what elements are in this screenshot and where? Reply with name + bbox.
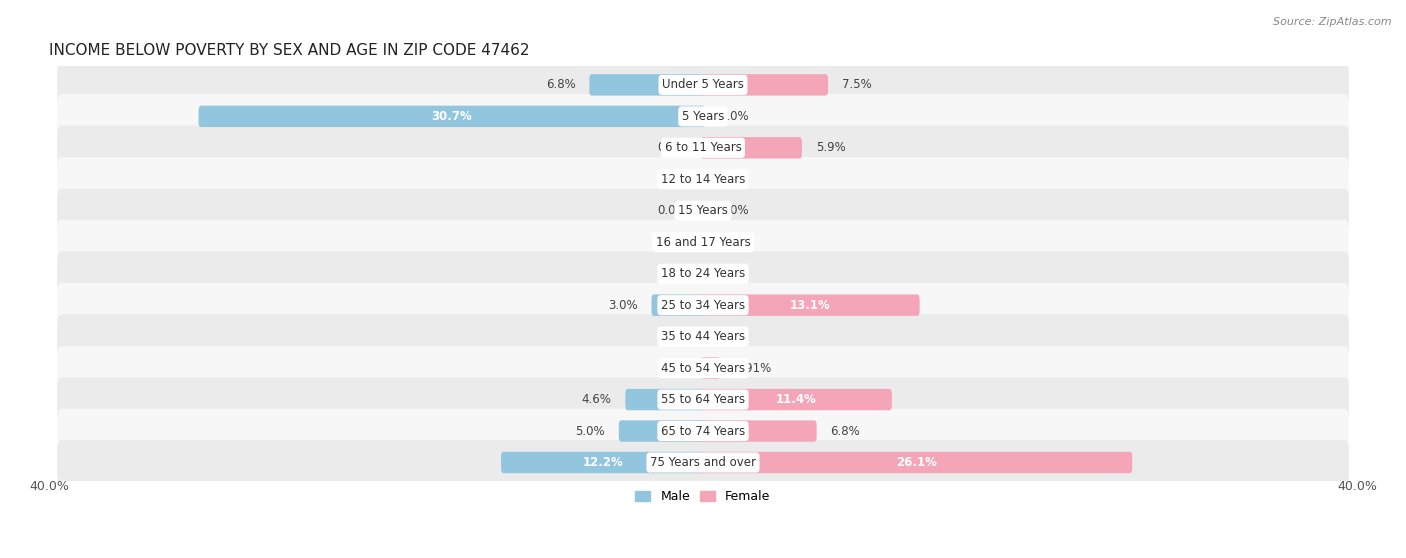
FancyBboxPatch shape <box>702 264 710 283</box>
Text: 18 to 24 Years: 18 to 24 Years <box>661 267 745 280</box>
Text: 35 to 44 Years: 35 to 44 Years <box>661 330 745 343</box>
FancyBboxPatch shape <box>700 295 920 316</box>
Text: 5.9%: 5.9% <box>815 141 845 155</box>
FancyBboxPatch shape <box>702 328 710 346</box>
Text: 45 to 54 Years: 45 to 54 Years <box>661 362 745 374</box>
Text: 0.0%: 0.0% <box>720 235 749 249</box>
Text: 0.0%: 0.0% <box>657 141 686 155</box>
Text: 15 Years: 15 Years <box>678 204 728 217</box>
Text: 0.0%: 0.0% <box>720 173 749 186</box>
Text: 5.0%: 5.0% <box>575 425 605 437</box>
Text: 12.2%: 12.2% <box>583 456 624 469</box>
Text: 0.0%: 0.0% <box>657 173 686 186</box>
FancyBboxPatch shape <box>626 389 706 410</box>
Text: 30.7%: 30.7% <box>432 110 472 123</box>
Text: Source: ZipAtlas.com: Source: ZipAtlas.com <box>1274 17 1392 27</box>
Text: 3.0%: 3.0% <box>607 299 637 312</box>
FancyBboxPatch shape <box>58 346 1348 391</box>
Text: 0.0%: 0.0% <box>720 330 749 343</box>
Text: 65 to 74 Years: 65 to 74 Years <box>661 425 745 437</box>
FancyBboxPatch shape <box>700 420 817 442</box>
FancyBboxPatch shape <box>619 420 706 442</box>
FancyBboxPatch shape <box>702 233 710 251</box>
FancyBboxPatch shape <box>589 74 706 95</box>
Text: 0.0%: 0.0% <box>720 110 749 123</box>
FancyBboxPatch shape <box>198 105 706 127</box>
Text: 75 Years and over: 75 Years and over <box>650 456 756 469</box>
FancyBboxPatch shape <box>702 170 710 189</box>
FancyBboxPatch shape <box>696 328 704 346</box>
Text: 40.0%: 40.0% <box>30 480 69 493</box>
Text: 4.6%: 4.6% <box>582 393 612 406</box>
FancyBboxPatch shape <box>58 377 1348 422</box>
Text: 6.8%: 6.8% <box>831 425 860 437</box>
Text: 5 Years: 5 Years <box>682 110 724 123</box>
Text: 7.5%: 7.5% <box>842 78 872 92</box>
Text: 16 and 17 Years: 16 and 17 Years <box>655 235 751 249</box>
FancyBboxPatch shape <box>696 359 704 377</box>
FancyBboxPatch shape <box>700 452 1132 473</box>
Text: 0.0%: 0.0% <box>720 267 749 280</box>
Text: 26.1%: 26.1% <box>896 456 936 469</box>
Text: 0.0%: 0.0% <box>657 235 686 249</box>
FancyBboxPatch shape <box>702 107 710 126</box>
FancyBboxPatch shape <box>702 201 710 220</box>
FancyBboxPatch shape <box>58 283 1348 328</box>
FancyBboxPatch shape <box>58 126 1348 170</box>
FancyBboxPatch shape <box>700 74 828 95</box>
FancyBboxPatch shape <box>58 94 1348 139</box>
FancyBboxPatch shape <box>696 170 704 189</box>
FancyBboxPatch shape <box>501 452 706 473</box>
Text: 0.0%: 0.0% <box>657 204 686 217</box>
FancyBboxPatch shape <box>700 137 801 158</box>
FancyBboxPatch shape <box>700 358 720 379</box>
FancyBboxPatch shape <box>651 295 706 316</box>
Text: 6.8%: 6.8% <box>546 78 575 92</box>
Text: 40.0%: 40.0% <box>1337 480 1376 493</box>
Text: 55 to 64 Years: 55 to 64 Years <box>661 393 745 406</box>
Text: 0.0%: 0.0% <box>657 267 686 280</box>
FancyBboxPatch shape <box>58 157 1348 201</box>
Text: 25 to 34 Years: 25 to 34 Years <box>661 299 745 312</box>
Text: 11.4%: 11.4% <box>776 393 817 406</box>
FancyBboxPatch shape <box>58 62 1348 107</box>
Text: INCOME BELOW POVERTY BY SEX AND AGE IN ZIP CODE 47462: INCOME BELOW POVERTY BY SEX AND AGE IN Z… <box>49 43 530 58</box>
FancyBboxPatch shape <box>696 233 704 251</box>
FancyBboxPatch shape <box>58 408 1348 454</box>
FancyBboxPatch shape <box>696 264 704 283</box>
Text: 12 to 14 Years: 12 to 14 Years <box>661 173 745 186</box>
FancyBboxPatch shape <box>58 440 1348 485</box>
Text: Under 5 Years: Under 5 Years <box>662 78 744 92</box>
FancyBboxPatch shape <box>58 220 1348 264</box>
Legend: Male, Female: Male, Female <box>630 485 776 508</box>
Text: 0.0%: 0.0% <box>657 362 686 374</box>
Text: 0.0%: 0.0% <box>657 330 686 343</box>
FancyBboxPatch shape <box>58 189 1348 233</box>
FancyBboxPatch shape <box>58 314 1348 359</box>
Text: 13.1%: 13.1% <box>790 299 831 312</box>
Text: 6 to 11 Years: 6 to 11 Years <box>665 141 741 155</box>
FancyBboxPatch shape <box>58 251 1348 296</box>
Text: 0.91%: 0.91% <box>734 362 772 374</box>
Text: 0.0%: 0.0% <box>720 204 749 217</box>
FancyBboxPatch shape <box>700 389 891 410</box>
FancyBboxPatch shape <box>696 139 704 157</box>
FancyBboxPatch shape <box>696 201 704 220</box>
